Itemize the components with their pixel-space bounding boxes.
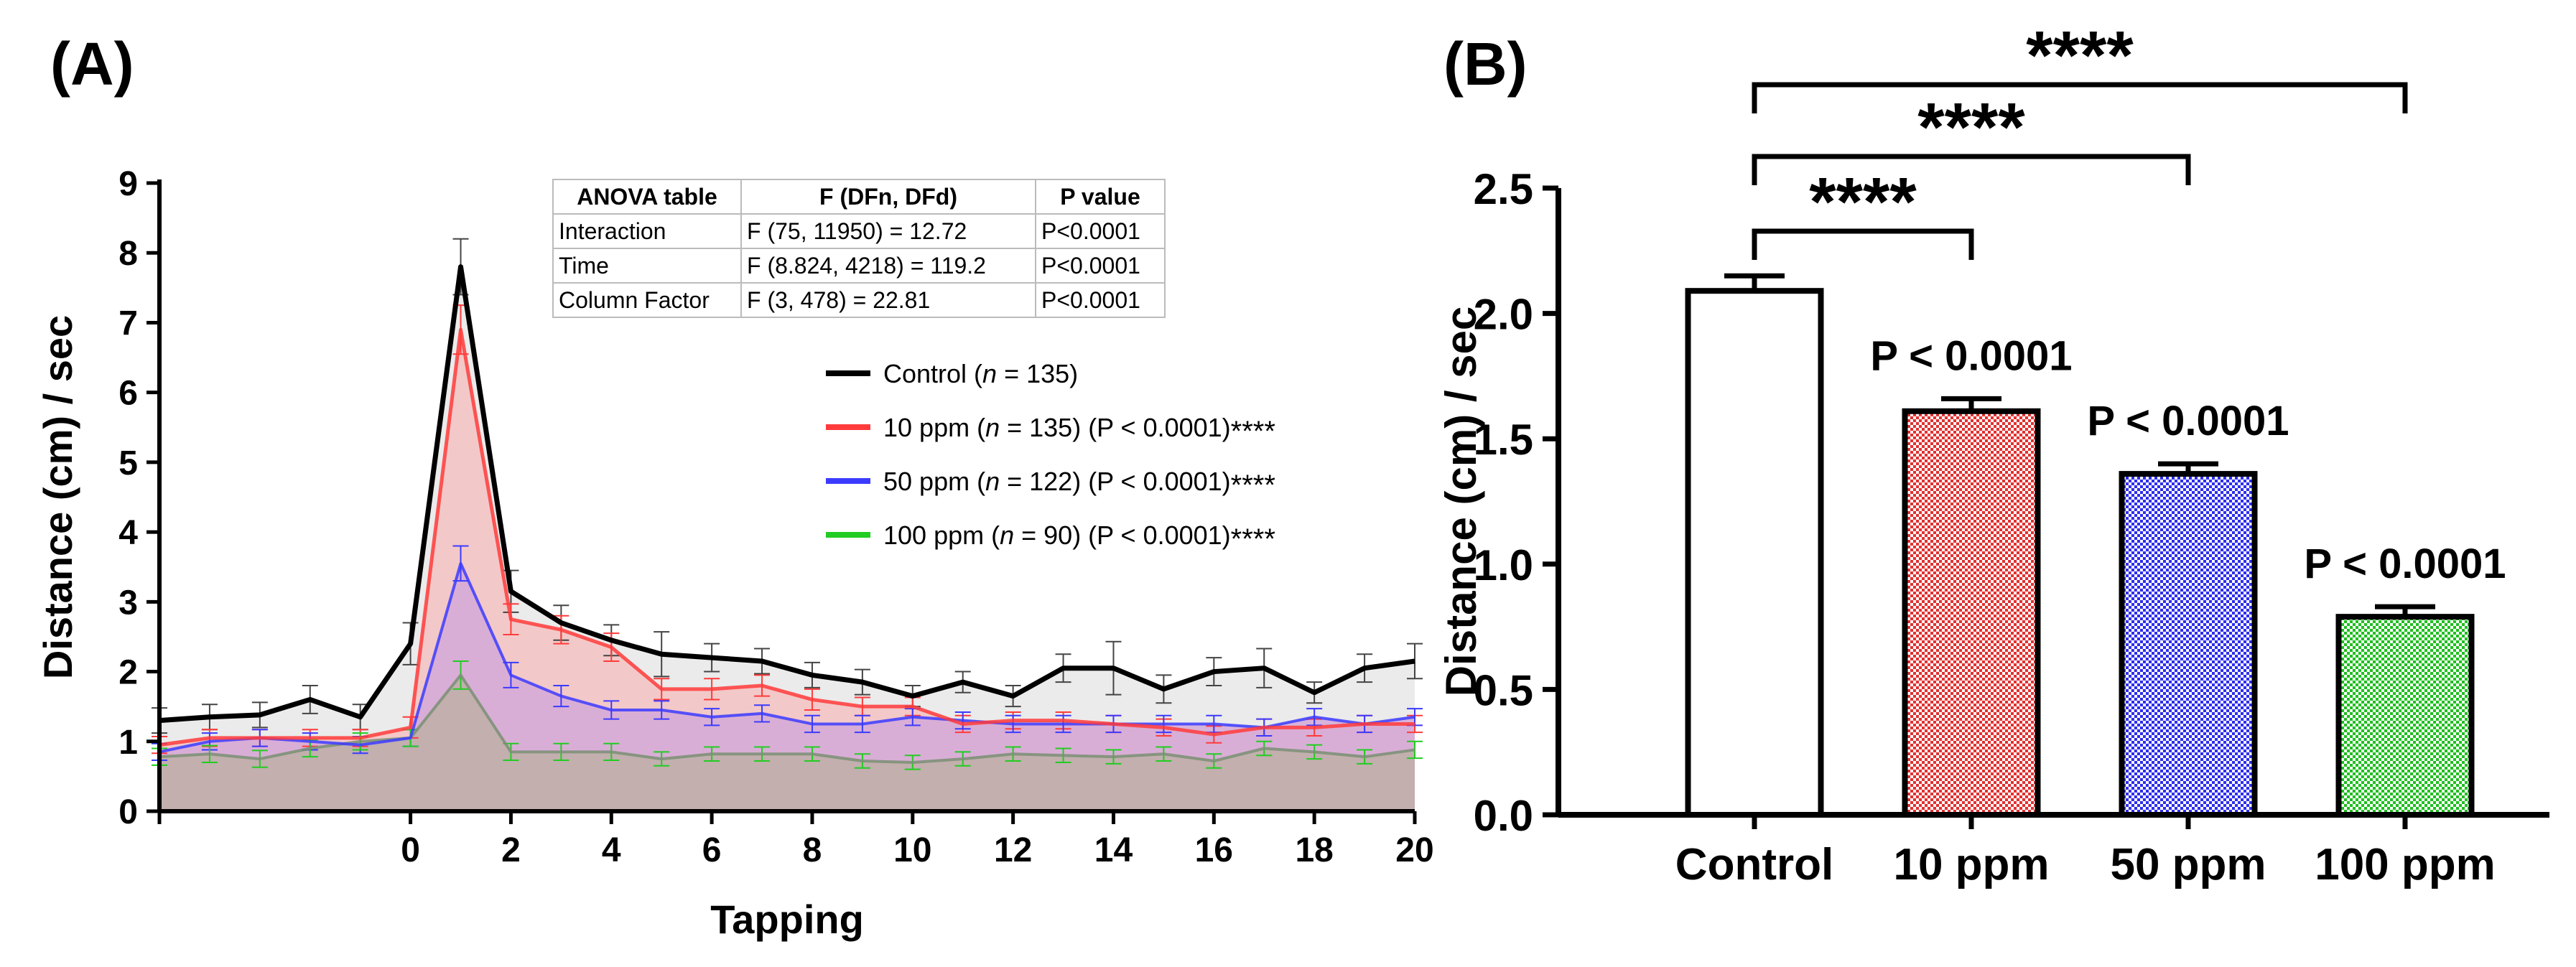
y-tick-label: 1.0 [1474,541,1533,589]
anova-cell: F (8.824, 4218) = 119.2 [747,253,986,279]
y-tick-label: 5 [118,444,138,482]
significance-stars: **** [2026,17,2134,94]
line-control [159,264,1415,724]
bar-label-50ppm: P < 0.0001 [2087,398,2289,444]
anova-header: F (DFn, DFd) [819,184,957,210]
significance-brackets: ************ [1752,17,2408,260]
x-tick-label: 6 [702,831,722,869]
y-tick-label: 0.0 [1474,792,1533,840]
significance-bracket [1752,82,2408,113]
x-tick-label: 0 [401,831,420,869]
x-tick-label: 100 ppm [2315,840,2496,889]
line-10ppm [159,327,1415,747]
x-tick-label: 10 ppm [1893,840,2049,889]
significance-bracket [1752,154,2191,185]
anova-table: ANOVA table F (DFn, DFd) P value Interactio… [552,179,1166,318]
y-tick-label: 8 [118,235,138,273]
x-tick-label: 14 [1094,831,1133,869]
anova-cell: P<0.0001 [1041,253,1140,279]
y-tick-label: 2 [118,654,138,692]
y-axis-label: Distance (cm) / sec [1437,307,1485,697]
legend-label-100ppm: 100 ppm (n = 90) (P < 0.0001)**** [883,520,1275,555]
anova-cell: F (3, 478) = 22.81 [747,287,930,313]
y-tick-label: 1.5 [1474,416,1533,464]
y-tick-label: 7 [118,304,138,342]
x-tick-label: 4 [602,831,621,869]
bars: Control P < 0.0001 10 ppm P < 0.0001 50 ppm P… [1675,273,2506,889]
x-tick-label: 50 ppm [2110,840,2266,889]
x-tick-label: 2 [501,831,521,869]
bar-100ppm [2335,614,2475,818]
anova-cell: Time [559,253,609,279]
panel-a-label: (A) [50,30,134,98]
x-tick-label: 12 [994,831,1032,869]
anova-cell: Column Factor [559,287,710,313]
series-lines [159,264,1415,764]
anova-header: ANOVA table [577,184,717,210]
bar-10ppm [1902,408,2041,818]
x-axis-label: Tapping [710,897,864,942]
y-tick-label: 3 [118,584,138,622]
x-tick-label: Control [1675,840,1833,889]
y-tick-label: 1 [118,724,138,762]
y-tick-label: 9 [118,165,138,203]
y-tick-label: 4 [118,514,138,552]
axes: 0.0 0.5 1.0 1.5 2.0 2.5 [1474,165,2549,840]
anova-cell: P<0.0001 [1041,287,1140,313]
x-tick-label: 8 [803,831,822,869]
panel-b-label: (B) [1443,30,1528,98]
x-tick-label: 20 [1395,831,1433,869]
legend-label-control: Control (n = 135) [883,359,1078,388]
line-100ppm [159,673,1415,764]
y-tick-label: 2.5 [1474,165,1533,213]
x-tick-label: 10 [893,831,931,869]
legend: Control (n = 135) 10 ppm (n = 135) (P < 0… [826,359,1275,555]
legend-label-10ppm: 10 ppm (n = 135) (P < 0.0001)**** [883,413,1275,447]
y-tick-label: 2.0 [1474,291,1533,339]
anova-cell: Interaction [559,218,666,244]
bar-control [1685,288,1824,818]
x-tick-label: 16 [1195,831,1233,869]
legend-label-50ppm: 50 ppm (n = 122) (P < 0.0001)**** [883,467,1275,501]
area-100ppm [159,675,1415,811]
bar-label-100ppm: P < 0.0001 [2304,541,2506,587]
y-axis-label: Distance (cm) / sec [35,315,80,679]
line-50ppm [159,561,1415,754]
significance-bracket [1752,228,1974,260]
bar-chart-panel-b: Control P < 0.0001 10 ppm P < 0.0001 50 ppm P… [1437,17,2549,889]
anova-header: P value [1060,184,1140,210]
bar-50ppm [2119,471,2258,818]
y-tick-label: 0 [118,793,138,831]
significance-stars: **** [1809,164,1917,240]
anova-cell: F (75, 11950) = 12.72 [747,218,967,244]
y-tick-label: 6 [118,375,138,413]
significance-stars: **** [1917,89,2025,166]
y-tick-label: 0.5 [1474,666,1533,714]
bar-label-10ppm: P < 0.0001 [1870,332,2072,379]
x-tick-label: 18 [1295,831,1333,869]
anova-cell: P<0.0001 [1041,218,1140,244]
